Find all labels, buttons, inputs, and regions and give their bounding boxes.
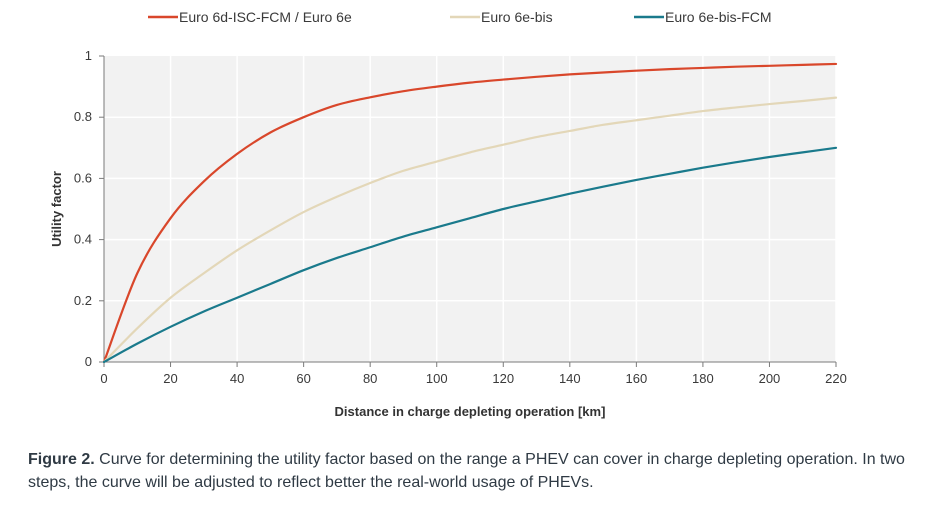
x-tick-label: 160 — [626, 371, 648, 386]
y-axis-ticks: 0 0.2 0.4 0.6 0.8 1 — [74, 48, 104, 369]
plot-area — [104, 56, 836, 362]
y-axis-title: Utility factor — [49, 171, 64, 247]
legend-label-3: Euro 6e-bis-FCM — [665, 9, 772, 25]
x-tick-label: 120 — [492, 371, 514, 386]
x-tick-label: 200 — [759, 371, 781, 386]
y-tick-label: 1 — [85, 48, 92, 63]
grid-lines — [103, 56, 837, 363]
legend-label-1: Euro 6d-ISC-FCM / Euro 6e — [179, 9, 352, 25]
x-tick-label: 140 — [559, 371, 581, 386]
x-tick-label: 100 — [426, 371, 448, 386]
figure-caption-label: Figure 2. — [28, 451, 95, 468]
figure-caption-text: Curve for determining the utility factor… — [28, 451, 905, 491]
x-tick-label: 0 — [100, 371, 107, 386]
series-line-3 — [102, 146, 838, 364]
x-tick-label: 40 — [230, 371, 244, 386]
figure-caption: Figure 2. Curve for determining the util… — [28, 448, 908, 494]
x-tick-label: 20 — [163, 371, 177, 386]
y-tick-label: 0.2 — [74, 293, 92, 308]
series-lines — [102, 62, 838, 364]
y-tick-label: 0.8 — [74, 109, 92, 124]
y-tick-label: 0.4 — [74, 232, 92, 247]
legend-label-2: Euro 6e-bis — [481, 9, 553, 25]
x-axis-ticks: 0 20 40 60 80 100 120 140 160 180 200 220 — [100, 362, 847, 386]
series-line-2 — [102, 96, 838, 364]
legend: Euro 6d-ISC-FCM / Euro 6e Euro 6e-bis Euro… — [148, 9, 772, 25]
utility-factor-chart: Euro 6d-ISC-FCM / Euro 6e Euro 6e-bis Euro… — [49, 9, 847, 419]
x-tick-label: 60 — [296, 371, 310, 386]
y-tick-label: 0.6 — [74, 170, 92, 185]
series-line-1 — [102, 62, 838, 364]
x-tick-label: 80 — [363, 371, 377, 386]
x-axis-title: Distance in charge depleting operation [… — [335, 404, 606, 419]
x-tick-label: 180 — [692, 371, 714, 386]
x-tick-label: 220 — [825, 371, 847, 386]
y-tick-label: 0 — [85, 354, 92, 369]
